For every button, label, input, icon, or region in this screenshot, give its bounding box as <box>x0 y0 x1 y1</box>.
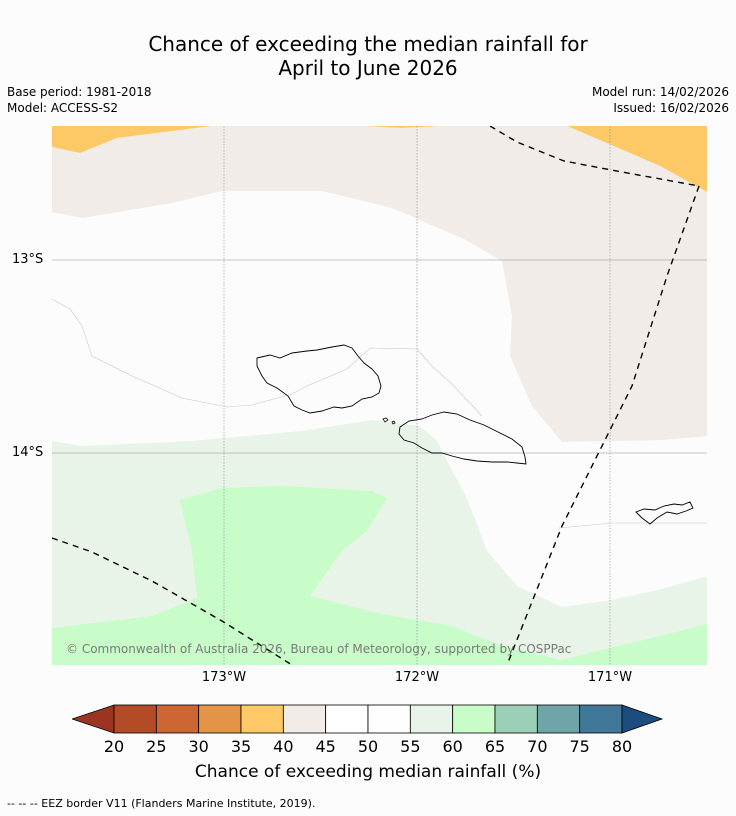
issued-date: Issued: 16/02/2026 <box>613 101 729 115</box>
colorbar-extend-above <box>621 704 664 734</box>
region-35-40-top-left <box>52 126 212 153</box>
colorbar-bin <box>240 704 284 734</box>
copyright-notice: © Commonwealth of Australia 2026, Bureau… <box>66 642 571 656</box>
base-period: Base period: 1981-2018 <box>7 85 152 99</box>
colorbar-tick-label: 25 <box>146 737 167 756</box>
island-upolu <box>398 411 527 465</box>
colorbar <box>72 704 664 734</box>
colorbar-tick-label: 65 <box>484 737 506 756</box>
lon-label-171w: 171°W <box>587 670 633 685</box>
colorbar-bin <box>325 704 369 734</box>
island-savaii <box>256 344 382 414</box>
eez-legend: -- -- -- EEZ border V11 (Flanders Marine… <box>7 797 316 810</box>
colorbar-bin <box>536 704 581 734</box>
colorbar-tick-label: 50 <box>357 737 379 756</box>
colorbar-tick-label: 30 <box>188 737 209 756</box>
colorbar-bin <box>579 704 623 734</box>
eez-border-north <box>489 126 700 187</box>
rainfall-map: © Commonwealth of Australia 2026, Bureau… <box>52 126 707 665</box>
colorbar-bin <box>282 704 327 734</box>
colorbar-tick-label: 40 <box>273 737 294 756</box>
map-title-line-2: April to June 2026 <box>278 56 458 80</box>
colorbar-tick-label: 80 <box>611 737 633 756</box>
islet-manono <box>382 417 389 423</box>
eez-border-east <box>506 185 700 665</box>
colorbar-tick-label: 35 <box>230 737 252 756</box>
region-40-45 <box>52 126 707 442</box>
map-title-line-1: Chance of exceeding the median rainfall … <box>148 32 588 56</box>
model-name: Model: ACCESS-S2 <box>7 101 119 115</box>
colorbar-bin <box>409 704 454 734</box>
colorbar-label: Chance of exceeding median rainfall (%) <box>194 762 542 782</box>
lat-label-13s: 13°S <box>12 252 44 267</box>
colorbar-bin <box>198 704 242 734</box>
colorbar-bin <box>494 704 538 734</box>
lon-label-173w: 173°W <box>201 670 247 685</box>
colorbar-bin <box>113 704 157 734</box>
island-tutuila <box>635 501 694 525</box>
colorbar-bin <box>452 704 496 734</box>
colorbar-extend-below <box>72 704 115 734</box>
colorbar-tick-label: 55 <box>400 737 421 756</box>
colorbar-tick-label: 60 <box>442 737 463 756</box>
islet-apolima <box>391 420 396 425</box>
contour-line-east <box>558 522 707 529</box>
region-35-40-top-center <box>362 126 442 128</box>
lat-label-14s: 14°S <box>12 445 44 460</box>
colorbar-tick-label: 70 <box>527 737 548 756</box>
colorbar-tick-label: 75 <box>569 737 590 756</box>
model-run: Model run: 14/02/2026 <box>591 85 729 99</box>
region-60-65 <box>52 486 707 665</box>
lon-label-172w: 172°W <box>394 670 440 685</box>
contour-line-west <box>52 298 483 417</box>
colorbar-bin <box>367 704 411 734</box>
colorbar-bins <box>113 704 623 734</box>
colorbar-tick-label: 20 <box>103 737 125 756</box>
region-35-40-top-right <box>567 126 707 192</box>
colorbar-tick-label: 45 <box>315 737 336 756</box>
colorbar-bin <box>155 704 200 734</box>
